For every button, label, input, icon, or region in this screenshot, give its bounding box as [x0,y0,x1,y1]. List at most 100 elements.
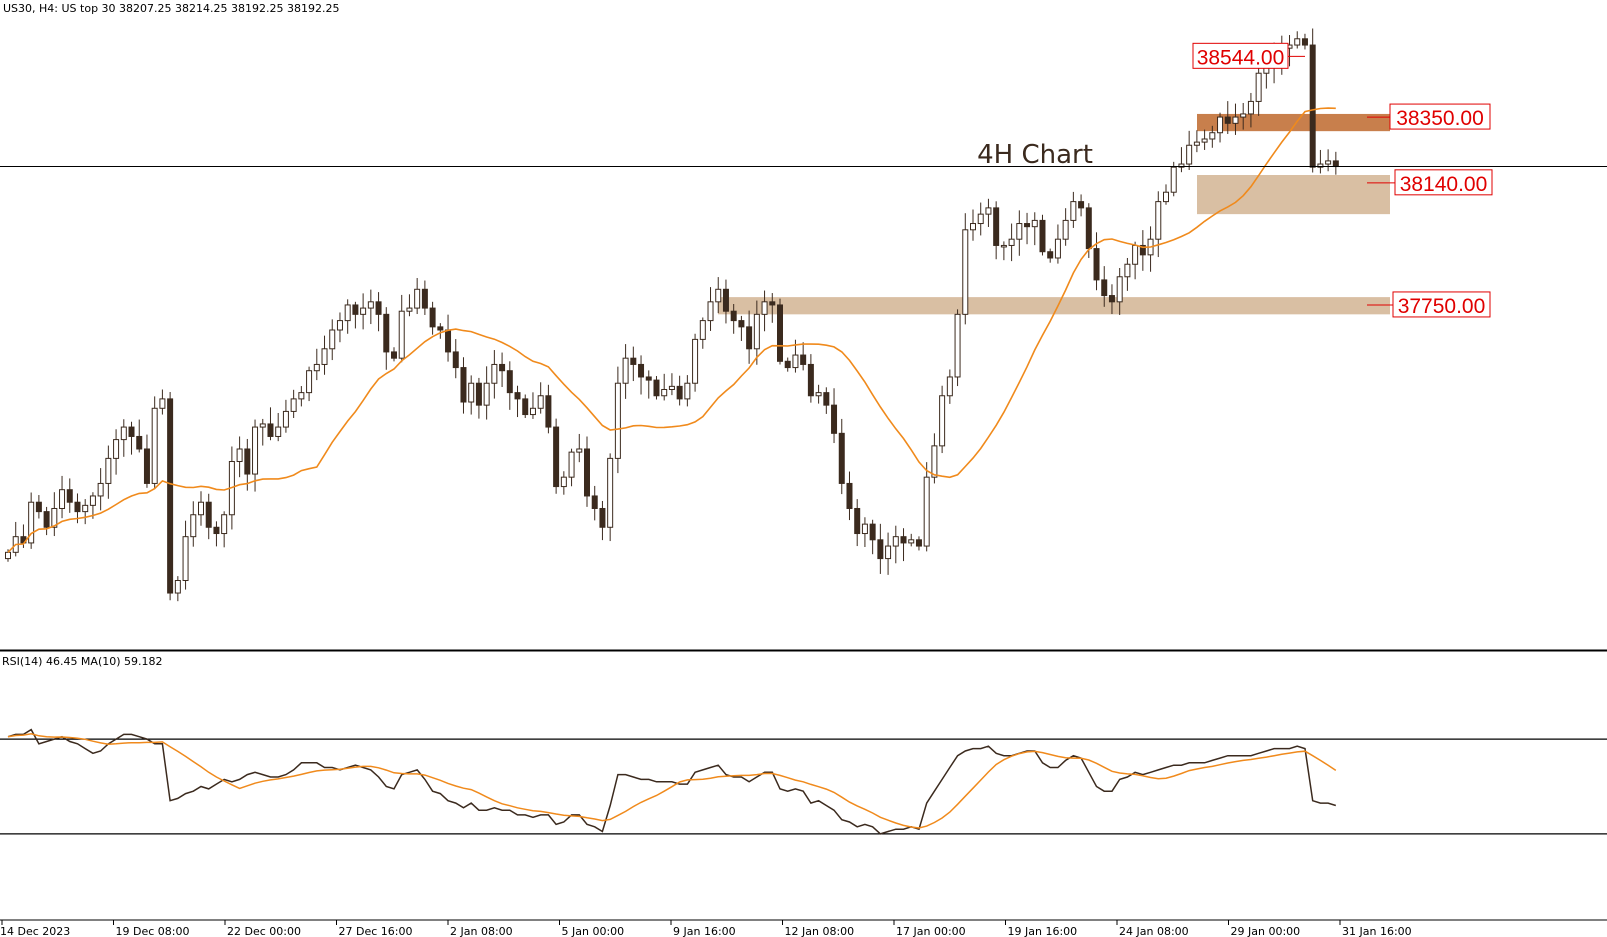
candle [823,387,830,414]
candle [483,366,490,420]
candle [143,434,150,488]
candle [1124,257,1131,291]
candle [1217,112,1224,143]
svg-text:37750.00: 37750.00 [1398,295,1486,318]
candle [1108,284,1115,315]
rsi-ma-polyline [7,733,1337,829]
candle [213,521,220,547]
candle [391,347,397,362]
candle [499,352,506,387]
candle [676,375,683,406]
candle [1000,241,1007,261]
candle [584,436,590,507]
rsi-polyline [7,728,1337,835]
x-tick-label: 27 Dec 16:00 [339,925,413,937]
candle [892,525,899,564]
candle [607,453,614,542]
candle [630,346,637,382]
rsi-levels [0,738,1607,835]
candle [815,384,822,404]
candle [414,278,421,315]
candle [151,396,158,489]
candle [1301,33,1308,50]
x-tick-label: 17 Jan 00:00 [896,925,966,937]
candle [599,500,606,541]
candle [514,385,521,418]
x-tick-label: 19 Dec 08:00 [116,925,190,937]
candle [1016,210,1023,256]
candle [306,366,313,402]
candle [221,511,228,548]
candle [344,299,351,334]
x-tick-label: 29 Jan 00:00 [1231,925,1301,937]
candle [1224,101,1231,134]
candle [553,418,560,494]
candle [182,520,189,590]
candle [769,293,776,323]
candle [784,357,791,372]
svg-text:38544.00: 38544.00 [1197,46,1285,69]
candle [1039,214,1046,256]
candle [638,355,645,395]
candle [259,418,266,446]
candle [174,576,181,602]
candle [167,392,174,601]
candle [1116,268,1123,315]
candle [1178,147,1185,173]
candle [460,357,467,414]
candle [715,277,722,314]
candle [1008,223,1015,262]
candle [1209,125,1216,148]
candle [468,375,475,415]
level-label-38544.00: 38544.00 [1192,42,1305,69]
candle [1031,212,1038,246]
candle [1247,92,1254,128]
candle [699,317,706,349]
candle [275,412,282,442]
candle [1093,232,1100,291]
ma-polyline [7,107,1336,553]
candle [722,279,729,324]
candle [568,448,575,487]
candle [576,433,583,463]
candle [746,310,753,364]
candle [352,301,359,329]
candle [1163,184,1169,205]
zone-38140.00 [1197,175,1390,215]
candle [1170,161,1177,197]
candle [51,492,58,537]
candle [885,532,892,575]
candle [375,292,382,332]
moving-average-line [7,107,1336,553]
candle [298,386,305,407]
candle [113,429,120,475]
candle [1054,224,1061,264]
candle [645,370,652,399]
candle [1078,194,1085,217]
candle [591,485,598,521]
candle [252,419,259,492]
candle [329,319,336,361]
candle [136,419,143,453]
candle [290,389,297,418]
candle [82,499,89,525]
candle [383,307,390,370]
rsi-line [7,728,1337,835]
chart-title: 4H Chart [977,140,1093,170]
candle [313,348,320,381]
candle [360,293,367,330]
candle [962,213,969,325]
candle [128,421,135,455]
candle [800,342,807,371]
candle [560,471,567,495]
candle [120,419,127,457]
candle [1155,191,1162,258]
candle [236,436,243,478]
candle [367,289,374,325]
symbol-info: US30, H4: US top 30 38207.25 38214.25 38… [3,2,339,15]
candle [421,280,428,315]
candle [1294,31,1301,49]
x-tick-label: 14 Dec 2023 [0,925,70,937]
candle [993,201,1000,260]
